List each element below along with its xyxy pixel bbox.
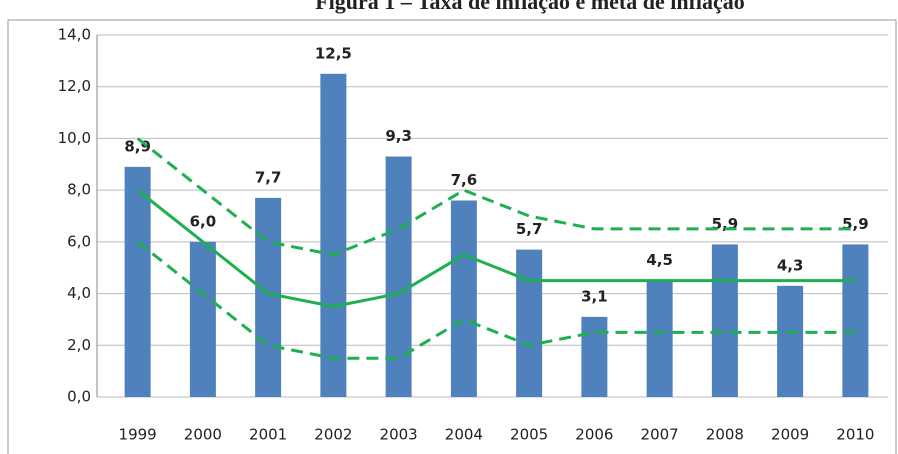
x-tick-label: 2006 bbox=[575, 426, 613, 444]
x-tick-label: 2007 bbox=[641, 426, 679, 444]
x-tick-label: 2008 bbox=[706, 426, 744, 444]
dashed-line bbox=[136, 137, 856, 257]
bar bbox=[711, 244, 738, 397]
value-label: 3,1 bbox=[581, 287, 608, 305]
y-tick-label: 12,0 bbox=[58, 77, 91, 95]
y-tick-label: 14,0 bbox=[58, 26, 91, 44]
value-label: 4,3 bbox=[777, 256, 804, 274]
chart-title: Figura 1 – Taxa de inflação e meta de in… bbox=[315, 0, 745, 14]
bar bbox=[646, 280, 673, 397]
y-tick-label: 8,0 bbox=[67, 181, 91, 199]
x-tick-label: 1999 bbox=[119, 426, 157, 444]
x-tick-label: 2001 bbox=[249, 426, 287, 444]
value-label: 7,7 bbox=[255, 168, 282, 186]
x-tick-label: 2000 bbox=[184, 426, 222, 444]
value-label: 7,6 bbox=[451, 171, 478, 189]
x-tick-label: 2005 bbox=[510, 426, 548, 444]
bar bbox=[124, 166, 151, 397]
bar bbox=[842, 244, 869, 397]
x-tick-label: 2002 bbox=[314, 426, 352, 444]
bar bbox=[189, 241, 216, 397]
value-label: 6,0 bbox=[190, 212, 217, 230]
y-tick-label: 2,0 bbox=[67, 336, 91, 354]
bar bbox=[777, 285, 804, 397]
x-tick-label: 2003 bbox=[380, 426, 418, 444]
bar bbox=[320, 73, 347, 398]
bar bbox=[581, 316, 608, 397]
y-tick-label: 0,0 bbox=[67, 388, 91, 406]
x-tick-label: 2009 bbox=[771, 426, 809, 444]
bar bbox=[255, 197, 282, 397]
value-label: 5,7 bbox=[516, 220, 543, 238]
y-tick-label: 10,0 bbox=[58, 129, 91, 147]
y-tick-label: 4,0 bbox=[67, 284, 91, 302]
line bbox=[136, 188, 856, 308]
x-tick-label: 2004 bbox=[445, 426, 483, 444]
dashed-line bbox=[136, 240, 856, 360]
value-label: 9,3 bbox=[385, 127, 412, 145]
bar bbox=[450, 200, 477, 397]
y-tick-label: 6,0 bbox=[67, 232, 91, 250]
value-label: 4,5 bbox=[646, 251, 673, 269]
value-label: 12,5 bbox=[315, 44, 352, 62]
frame bbox=[7, 19, 897, 454]
bar bbox=[385, 156, 412, 397]
bar bbox=[516, 249, 543, 397]
x-tick-label: 2010 bbox=[836, 426, 874, 444]
